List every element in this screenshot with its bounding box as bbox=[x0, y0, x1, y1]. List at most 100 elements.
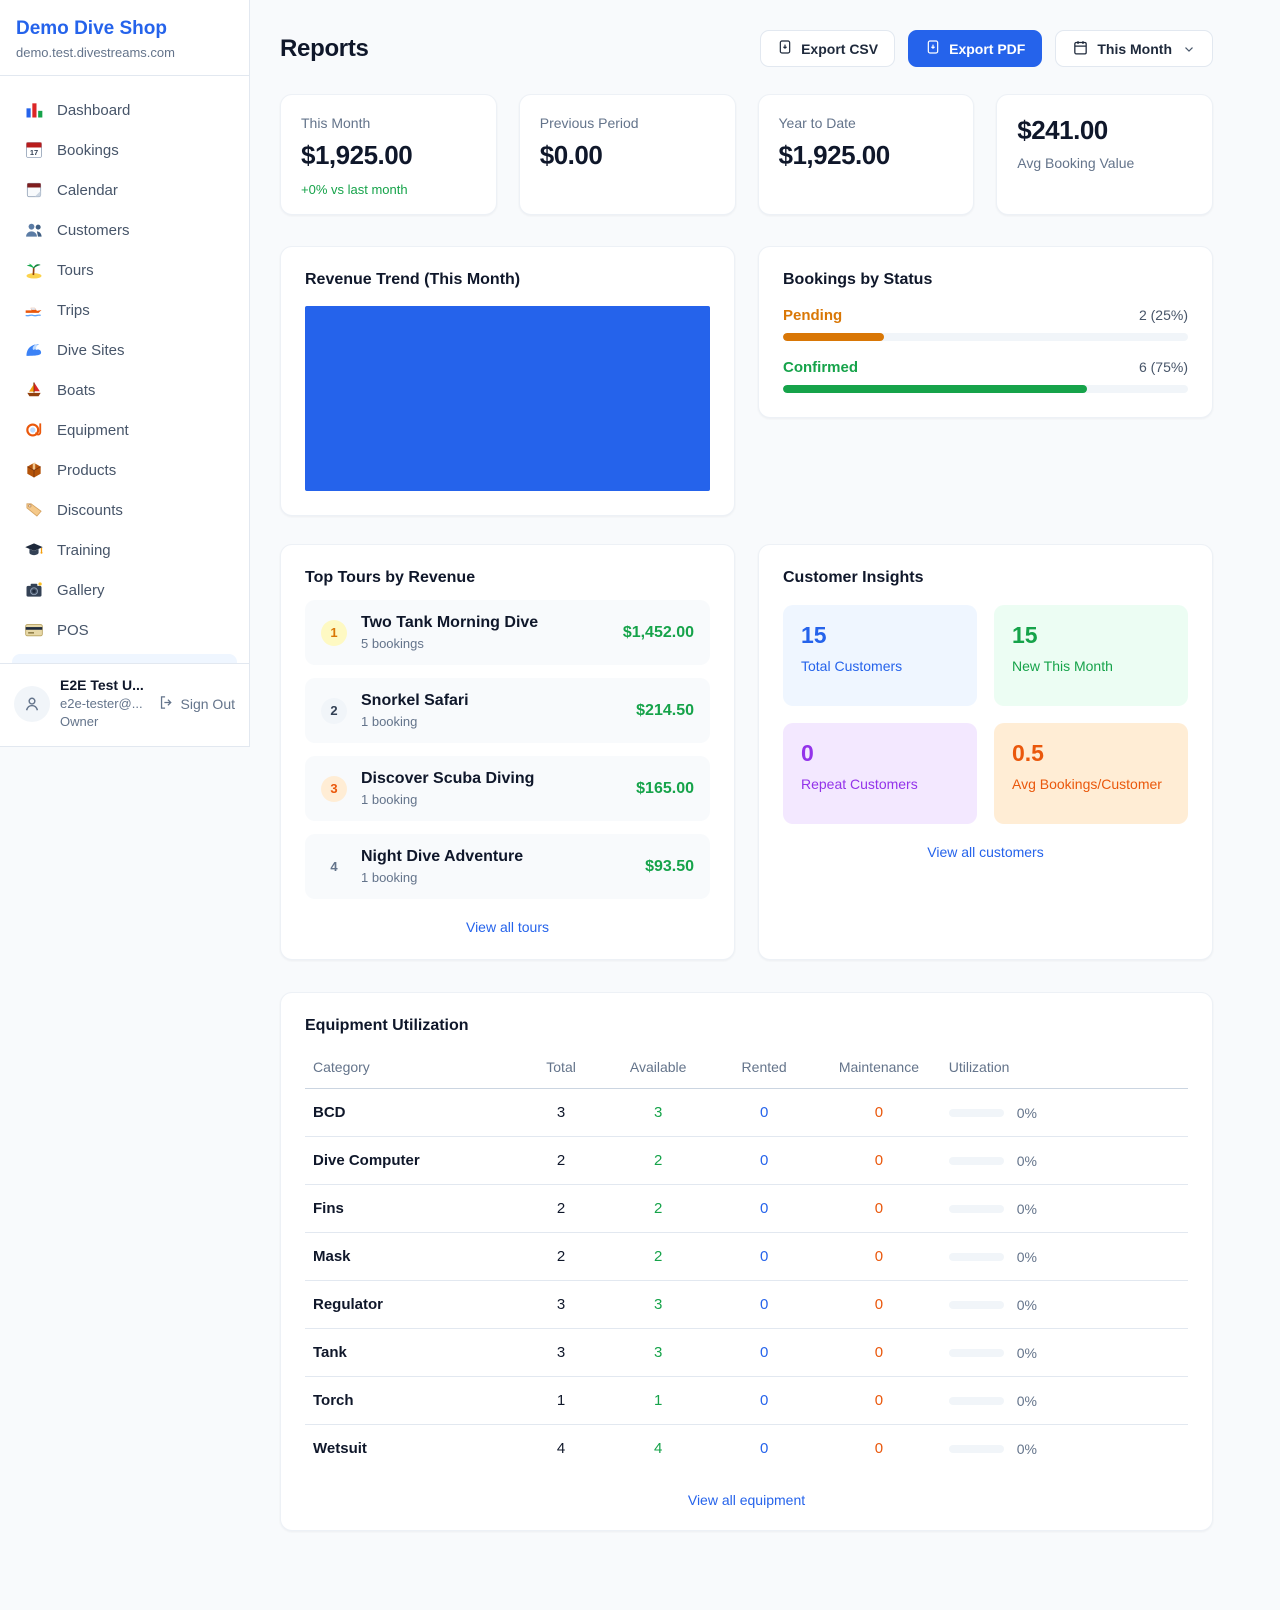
cell-utilization: 0% bbox=[948, 1105, 1180, 1121]
customer-insights-card: Customer Insights 15 Total Customers 15 … bbox=[758, 544, 1213, 960]
view-all-tours-link[interactable]: View all tours bbox=[305, 919, 710, 935]
shop-domain: demo.test.divestreams.com bbox=[16, 45, 175, 60]
cell-category: Mask bbox=[305, 1232, 517, 1281]
cell-utilization: 0% bbox=[948, 1201, 1180, 1217]
cell-available: 2 bbox=[605, 1184, 712, 1233]
shop-name: Demo Dive Shop bbox=[16, 18, 167, 39]
status-count: 6 (75%) bbox=[1138, 359, 1188, 375]
sidebar-item-trips[interactable]: Trips bbox=[12, 290, 237, 330]
sidebar-nav: Dashboard 17 Bookings Calendar Customers… bbox=[0, 76, 249, 652]
utilization-bar bbox=[948, 1300, 1004, 1309]
top-tours-title: Top Tours by Revenue bbox=[305, 569, 476, 586]
utilization-bar bbox=[948, 1396, 1004, 1405]
insight-tile-new-this-month: 15 New This Month bbox=[994, 605, 1188, 706]
sidebar-item-gallery[interactable]: Gallery bbox=[12, 570, 237, 610]
tour-row: 1 Two Tank Morning Dive 5 bookings $1,45… bbox=[305, 600, 710, 665]
status-bar-fill bbox=[783, 385, 1087, 393]
sidebar-item-label: Gallery bbox=[57, 581, 105, 599]
stat-delta: +0% vs last month bbox=[301, 182, 408, 197]
cell-maintenance: 0 bbox=[817, 1376, 941, 1425]
status-label: Pending bbox=[783, 307, 843, 324]
view-all-customers-link[interactable]: View all customers bbox=[783, 844, 1188, 860]
col-available: Available bbox=[605, 1049, 712, 1089]
tile-value: 15 bbox=[1012, 622, 1038, 648]
sidebar-item-calendar[interactable]: Calendar bbox=[12, 170, 237, 210]
cell-maintenance: 0 bbox=[817, 1088, 941, 1137]
status-row-pending: Pending 2 (25%) bbox=[783, 307, 1188, 341]
bookings-status-card: Bookings by Status Pending 2 (25%) Confi… bbox=[758, 246, 1213, 418]
cell-category: Regulator bbox=[305, 1280, 517, 1329]
equipment-utilization-title: Equipment Utilization bbox=[305, 1017, 469, 1034]
utilization-bar bbox=[948, 1156, 1004, 1165]
user-avatar-icon bbox=[14, 685, 50, 722]
active-nav-item-partial[interactable] bbox=[12, 654, 237, 663]
user-role: Owner bbox=[60, 713, 99, 729]
user-email: e2e-tester@... bbox=[60, 696, 143, 711]
cell-maintenance: 0 bbox=[817, 1280, 941, 1329]
cell-rented: 0 bbox=[711, 1136, 818, 1185]
sidebar-item-tours[interactable]: Tours bbox=[12, 250, 237, 290]
sidebar: Demo Dive Shop demo.test.divestreams.com… bbox=[0, 0, 250, 748]
cell-rented: 0 bbox=[711, 1184, 818, 1233]
rank-badge: 4 bbox=[330, 859, 338, 874]
tour-amount: $214.50 bbox=[636, 701, 694, 719]
sidebar-item-label: Discounts bbox=[57, 501, 123, 519]
camera-icon bbox=[24, 580, 44, 600]
utilization-bar bbox=[948, 1348, 1004, 1357]
sidebar-item-equipment[interactable]: Equipment bbox=[12, 410, 237, 450]
sidebar-item-training[interactable]: Training bbox=[12, 530, 237, 570]
cell-category: Fins bbox=[305, 1184, 517, 1233]
user-name: E2E Test U... bbox=[60, 677, 144, 693]
sidebar-item-label: Equipment bbox=[57, 421, 129, 439]
tile-label: Total Customers bbox=[801, 658, 903, 674]
calendar-date-icon: 17 bbox=[24, 140, 44, 160]
main-content: Reports Export CSV Export PDF This Month… bbox=[280, 0, 1213, 1574]
stat-card-this-month: This Month $1,925.00 +0% vs last month bbox=[280, 94, 497, 215]
cell-rented: 0 bbox=[711, 1376, 818, 1425]
cell-maintenance: 0 bbox=[817, 1136, 941, 1185]
sidebar-item-label: Tours bbox=[57, 261, 94, 279]
col-total: Total bbox=[516, 1049, 606, 1089]
stat-label: Year to Date bbox=[778, 115, 856, 131]
sidebar-item-customers[interactable]: Customers bbox=[12, 210, 237, 250]
tour-bookings: 1 booking bbox=[361, 714, 418, 729]
insight-tile-avg-bookings: 0.5 Avg Bookings/Customer bbox=[994, 723, 1188, 824]
sidebar-item-boats[interactable]: Boats bbox=[12, 370, 237, 410]
cell-available: 3 bbox=[605, 1088, 712, 1137]
cell-total: 1 bbox=[516, 1376, 606, 1425]
cell-rented: 0 bbox=[711, 1328, 818, 1377]
tour-bookings: 1 booking bbox=[361, 870, 418, 885]
cell-total: 2 bbox=[516, 1232, 606, 1281]
dive-mask-icon bbox=[24, 420, 44, 440]
sidebar-item-dashboard[interactable]: Dashboard bbox=[12, 90, 237, 130]
tour-amount: $165.00 bbox=[636, 779, 694, 797]
sidebar-item-pos[interactable]: POS bbox=[12, 610, 237, 650]
cell-category: Torch bbox=[305, 1376, 517, 1425]
cell-total: 3 bbox=[516, 1328, 606, 1377]
export-csv-button[interactable]: Export CSV bbox=[760, 30, 896, 67]
cell-available: 3 bbox=[605, 1280, 712, 1329]
table-row: BCD 3 3 0 0 0% bbox=[305, 1088, 1188, 1137]
bookings-status-title: Bookings by Status bbox=[783, 271, 933, 288]
sign-out-button[interactable]: Sign Out bbox=[158, 694, 235, 714]
sidebar-item-products[interactable]: Products bbox=[12, 450, 237, 490]
tour-amount: $93.50 bbox=[645, 857, 694, 875]
period-dropdown[interactable]: This Month bbox=[1055, 30, 1213, 67]
page-header: Reports Export CSV Export PDF This Month bbox=[280, 30, 1213, 67]
stats-row: This Month $1,925.00 +0% vs last month P… bbox=[280, 94, 1213, 215]
export-pdf-button[interactable]: Export PDF bbox=[908, 30, 1043, 67]
sidebar-item-bookings[interactable]: 17 Bookings bbox=[12, 130, 237, 170]
tile-label: Repeat Customers bbox=[801, 776, 918, 792]
sidebar-item-label: Products bbox=[57, 461, 117, 479]
cell-utilization: 0% bbox=[948, 1345, 1180, 1361]
sidebar-item-discounts[interactable]: Discounts bbox=[12, 490, 237, 530]
cell-maintenance: 0 bbox=[817, 1184, 941, 1233]
tile-value: 15 bbox=[801, 622, 827, 648]
view-all-equipment-link[interactable]: View all equipment bbox=[305, 1492, 1188, 1508]
cell-category: BCD bbox=[305, 1088, 517, 1137]
rank-badge: 2 bbox=[321, 697, 347, 724]
cell-rented: 0 bbox=[711, 1088, 818, 1137]
sidebar-item-dive-sites[interactable]: Dive Sites bbox=[12, 330, 237, 370]
cell-utilization: 0% bbox=[948, 1249, 1180, 1265]
